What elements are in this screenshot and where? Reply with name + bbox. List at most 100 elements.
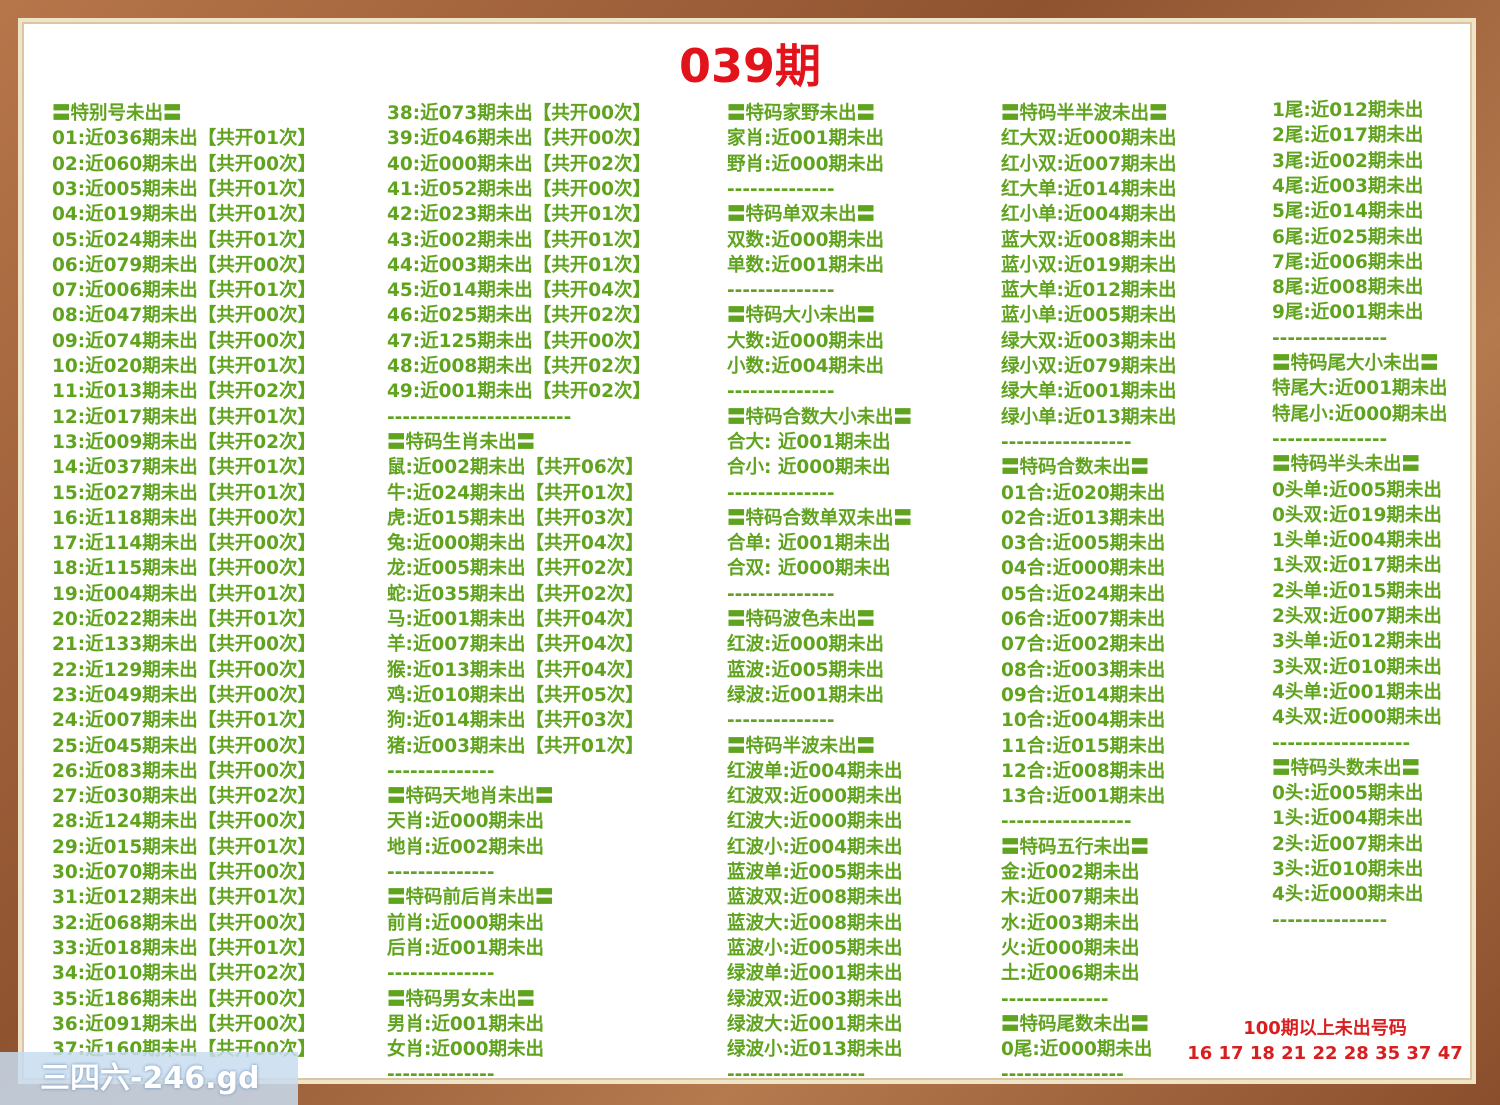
text-line: 34:近010期未出【共开02次】	[52, 963, 317, 985]
text-line: 8尾:近008期未出	[1272, 277, 1424, 299]
text-line: 4头:近000期未出	[1272, 884, 1424, 906]
text-line: 4头单:近001期未出	[1272, 681, 1442, 703]
text-line: 蓝小单:近005期未出	[1001, 305, 1177, 327]
text-line: 07合:近002期未出	[1001, 634, 1166, 656]
text-line: 17:近114期未出【共开00次】	[52, 533, 317, 555]
text-line: 地肖:近002期未出	[387, 836, 545, 858]
text-line: 绿波单:近001期未出	[727, 963, 903, 985]
text-line: 猪:近003期未出【共开01次】	[387, 735, 644, 757]
text-line: 3头双:近010期未出	[1272, 656, 1442, 678]
text-line: 36:近091期未出【共开00次】	[52, 1013, 317, 1035]
text-line: 10合:近004期未出	[1001, 710, 1166, 732]
text-line: 2头双:近007期未出	[1272, 606, 1442, 627]
text-line: --------------	[387, 862, 495, 883]
text-line: 5尾:近014期未出	[1272, 201, 1424, 223]
text-line: 38:近073期未出【共开00次】	[387, 103, 652, 124]
text-line: 双数:近000期未出	[727, 229, 885, 251]
text-line: 大数:近000期未出	[727, 330, 885, 352]
text-line: 3头:近010期未出	[1272, 859, 1424, 880]
text-line: 11合:近015期未出	[1001, 735, 1166, 757]
text-line: 〓特码半波未出〓	[727, 735, 876, 757]
text-line: -----------------	[1001, 431, 1132, 453]
text-line: 16:近118期未出【共开00次】	[52, 507, 317, 529]
text-line: 28:近124期未出【共开00次】	[52, 811, 317, 833]
text-line: 20:近022期未出【共开01次】	[52, 609, 317, 630]
text-line: 0头双:近019期未出	[1272, 504, 1442, 526]
text-line: 〓特码天地肖未出〓	[387, 786, 554, 808]
text-line: 47:近125期未出【共开00次】	[387, 330, 652, 352]
footer-numbers: 16 17 18 21 22 28 35 37 47	[1187, 1043, 1463, 1064]
text-line: 04合:近000期未出	[1001, 558, 1166, 580]
text-line: 3头单:近012期未出	[1272, 631, 1442, 653]
text-line: 金:近002期未出	[1001, 862, 1140, 883]
text-line: 合双: 近000期未出	[727, 558, 891, 580]
text-line: 02:近060期未出【共开00次】	[52, 153, 317, 175]
text-line: --------------	[727, 710, 835, 732]
text-line: -----------------	[1001, 811, 1132, 833]
text-line: 1头:近004期未出	[1272, 808, 1424, 830]
text-line: 09:近074期未出【共开00次】	[52, 330, 317, 352]
text-line: 绿波双:近003期未出	[727, 988, 903, 1010]
text-line: --------------	[1001, 988, 1109, 1010]
text-line: 21:近133期未出【共开00次】	[52, 634, 317, 656]
text-line: 01:近036期未出【共开01次】	[52, 128, 317, 150]
text-line: ---------------	[1272, 327, 1388, 349]
text-line: 06合:近007期未出	[1001, 609, 1166, 630]
text-line: 前肖:近000期未出	[387, 912, 545, 934]
text-line: ---------------	[1272, 909, 1388, 931]
text-line: 〓特码合数未出〓	[1001, 457, 1150, 479]
text-line: 22:近129期未出【共开00次】	[52, 659, 317, 681]
text-line: 05:近024期未出【共开01次】	[52, 229, 317, 251]
text-line: 23:近049期未出【共开00次】	[52, 684, 317, 706]
text-line: 45:近014期未出【共开04次】	[387, 280, 652, 302]
text-line: 25:近045期未出【共开00次】	[52, 735, 317, 757]
text-line: 01合:近020期未出	[1001, 482, 1166, 504]
text-line: 蓝波:近005期未出	[727, 659, 885, 681]
text-line: 19:近004期未出【共开01次】	[52, 583, 317, 605]
text-line: 〓特码前后肖未出〓	[387, 887, 554, 909]
text-line: 46:近025期未出【共开02次】	[387, 305, 652, 327]
text-line: 08合:近003期未出	[1001, 659, 1166, 681]
text-line: 兔:近000期未出【共开04次】	[387, 533, 644, 555]
text-line: 1头单:近004期未出	[1272, 530, 1442, 552]
text-line: 04:近019期未出【共开01次】	[52, 204, 317, 226]
text-line: 30:近070期未出【共开00次】	[52, 862, 317, 883]
text-line: 〓特码合数单双未出〓	[727, 507, 913, 529]
text-line: 43:近002期未出【共开01次】	[387, 229, 652, 251]
text-line: 猴:近013期未出【共开04次】	[387, 659, 644, 681]
text-line: 家肖:近001期未出	[727, 128, 885, 150]
text-line: 鼠:近002期未出【共开06次】	[387, 457, 644, 479]
text-line: 后肖:近001期未出	[387, 937, 545, 959]
text-line: 小数:近004期未出	[727, 356, 885, 377]
text-line: 红大双:近000期未出	[1001, 128, 1177, 150]
text-line: 08:近047期未出【共开00次】	[52, 305, 317, 327]
text-line: 9尾:近001期未出	[1272, 302, 1424, 324]
text-line: 绿小双:近079期未出	[1001, 356, 1177, 377]
text-line: 0头单:近005期未出	[1272, 479, 1442, 501]
text-line: 合小: 近000期未出	[727, 457, 891, 479]
text-line: 蓝小双:近019期未出	[1001, 254, 1177, 276]
text-line: 〓特码单双未出〓	[727, 204, 876, 226]
text-line: 14:近037期未出【共开01次】	[52, 457, 317, 479]
text-line: 31:近012期未出【共开01次】	[52, 887, 317, 909]
text-line: 木:近007期未出	[1001, 887, 1140, 909]
text-line: 39:近046期未出【共开00次】	[387, 128, 652, 150]
text-line: 03合:近005期未出	[1001, 533, 1166, 555]
text-line: --------------	[727, 482, 835, 504]
text-line: 红波小:近004期未出	[727, 836, 903, 858]
text-line: 特尾大:近001期未出	[1272, 378, 1448, 400]
text-line: --------------	[727, 280, 835, 302]
text-line: 41:近052期未出【共开00次】	[387, 178, 652, 200]
text-line: 42:近023期未出【共开01次】	[387, 204, 652, 226]
text-line: --------------	[727, 178, 835, 200]
text-line: ----------------	[1001, 1064, 1124, 1086]
text-line: 红大单:近014期未出	[1001, 178, 1177, 200]
text-line: 3尾:近002期未出	[1272, 150, 1424, 172]
text-line: 26:近083期未出【共开00次】	[52, 760, 317, 782]
text-line: 羊:近007期未出【共开04次】	[387, 634, 644, 656]
text-line: 绿大单:近001期未出	[1001, 381, 1177, 403]
text-line: 〓特码生肖未出〓	[387, 431, 536, 453]
text-line: 鸡:近010期未出【共开05次】	[387, 684, 644, 706]
text-line: 40:近000期未出【共开02次】	[387, 153, 652, 175]
text-line: ------------------------	[387, 406, 572, 428]
